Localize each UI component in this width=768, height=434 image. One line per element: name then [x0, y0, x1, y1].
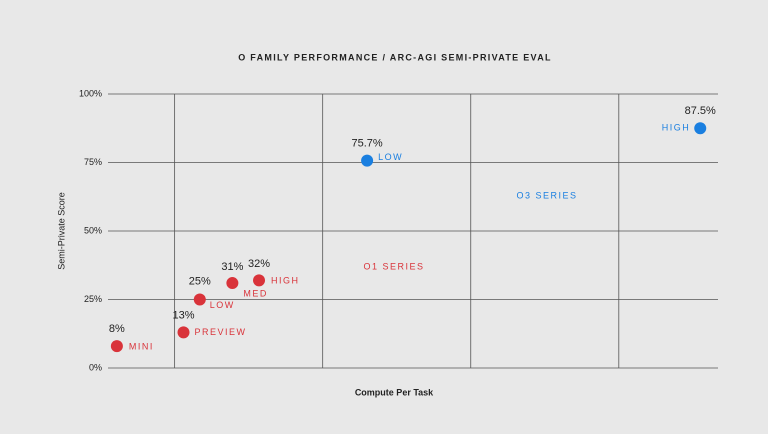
point-name: HIGH [662, 123, 691, 133]
chart-title: O FAMILY PERFORMANCE / ARC-AGI SEMI-PRIV… [238, 52, 552, 62]
y-tick-label: 50% [84, 225, 102, 235]
value-label: 8% [109, 323, 125, 335]
value-label: 31% [221, 261, 243, 273]
series-label: O1 SERIES [363, 261, 424, 271]
y-axis-label: Semi-Private Score [56, 192, 66, 270]
point-name: PREVIEW [195, 327, 247, 337]
y-tick-label: 75% [84, 157, 102, 167]
value-label: 75.7% [352, 137, 383, 149]
point-name: LOW [210, 300, 235, 310]
point-name: MINI [129, 341, 154, 351]
series-label: O3 SERIES [516, 190, 577, 200]
point [226, 277, 239, 290]
value-label: 32% [248, 258, 270, 270]
point [110, 340, 123, 353]
value-label: 87.5% [685, 105, 716, 117]
point-name: HIGH [271, 276, 300, 286]
point [694, 122, 707, 135]
y-tick-label: 25% [84, 294, 102, 304]
value-label: 13% [172, 309, 194, 321]
point [193, 293, 206, 306]
point-name: MED [243, 288, 268, 298]
point [361, 154, 374, 167]
point-name: LOW [378, 152, 403, 162]
point [253, 274, 266, 287]
y-tick-label: 100% [79, 88, 102, 98]
y-tick-label: 0% [89, 362, 102, 372]
point [177, 326, 190, 339]
value-label: 25% [189, 275, 211, 287]
x-axis-label: Compute Per Task [355, 387, 434, 397]
